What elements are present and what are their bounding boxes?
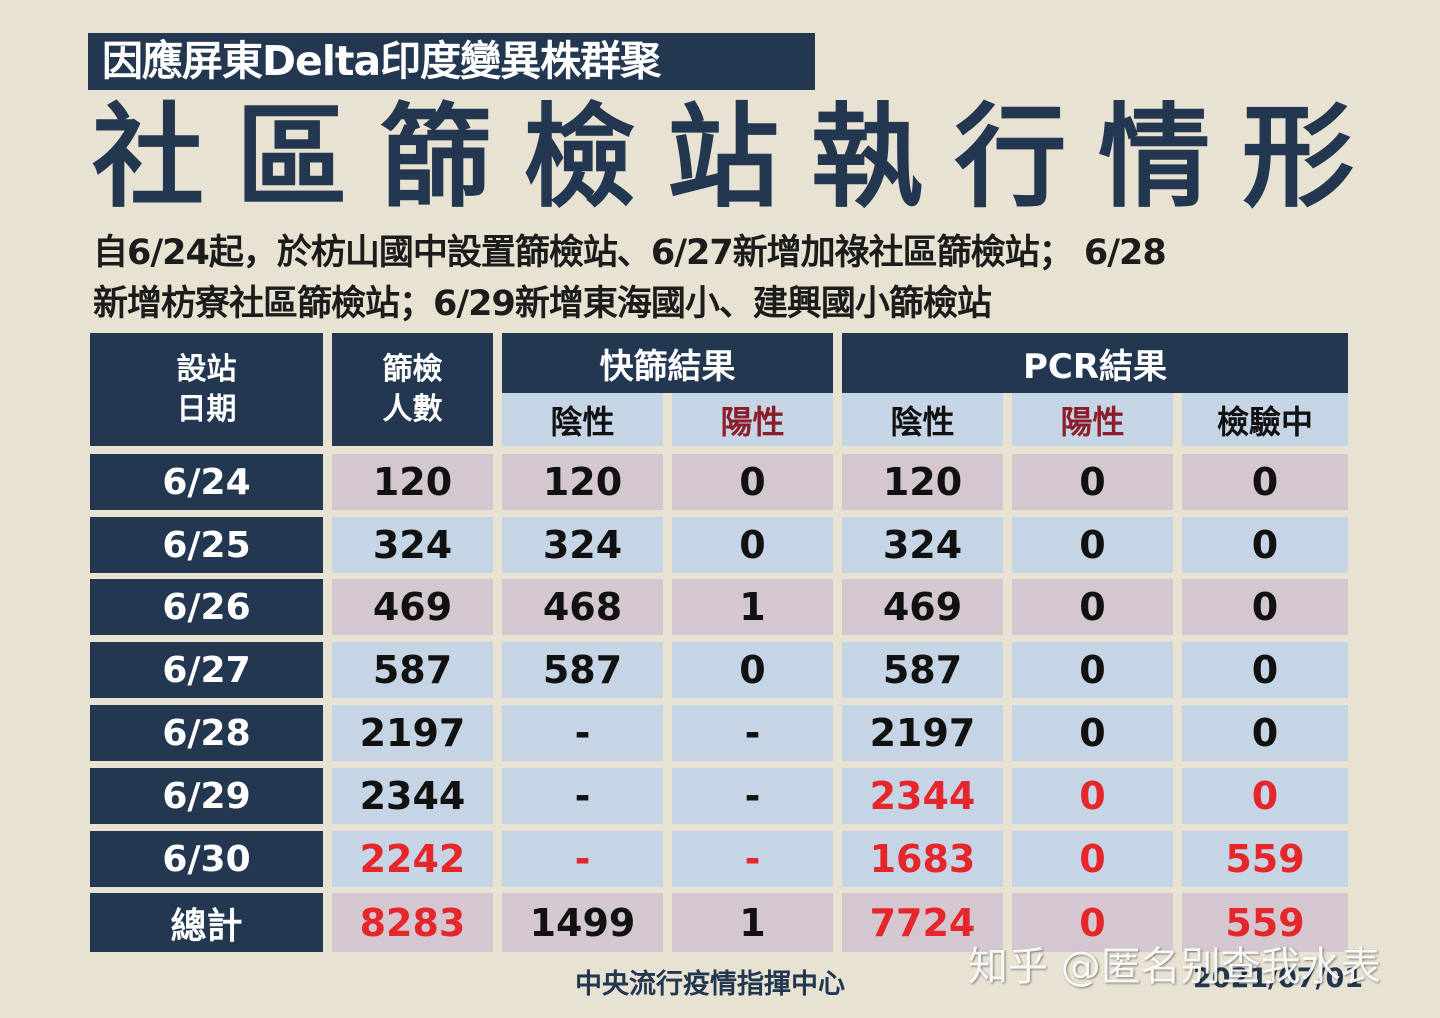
header-screened-line2: 人數 — [382, 391, 443, 427]
header-date: 設站 日期 — [90, 333, 323, 446]
cell-pcr-negative: 2197 — [842, 705, 1003, 761]
subtitle: 因應屏東Delta印度變異株群聚 — [102, 37, 661, 85]
cell-screened: 2242 — [332, 831, 493, 887]
header-date-line2: 日期 — [176, 391, 237, 427]
header-rapid-positive: 陽性 — [672, 393, 833, 446]
cell-screened: 2197 — [332, 705, 493, 761]
title-char: 站 — [667, 93, 779, 223]
header-screened-line1: 篩檢 — [382, 351, 443, 387]
cell-screened: 469 — [332, 579, 493, 635]
header-pcr-negative: 陰性 — [842, 393, 1003, 446]
cell-rapid-negative: - — [502, 705, 663, 761]
title-char: 行 — [954, 93, 1067, 223]
cell-pcr-pending: 0 — [1182, 642, 1348, 698]
title-char: 形 — [1242, 93, 1354, 223]
cell-pcr-pending: 0 — [1182, 579, 1348, 635]
cell-pcr-pending: 0 — [1182, 768, 1348, 824]
description-line-1: 自6/24起，於枋山國中設置篩檢站、6/27新增加祿社區篩檢站； 6/28 — [93, 233, 1167, 273]
date-cell: 6/30 — [90, 831, 323, 887]
cell-pcr-positive: 0 — [1012, 705, 1173, 761]
date-cell: 6/24 — [90, 454, 323, 510]
title-char: 檢 — [523, 93, 636, 223]
cell-rapid-positive: - — [672, 831, 833, 887]
date-cell: 6/25 — [90, 517, 323, 573]
cell-pcr-positive: 0 — [1012, 579, 1173, 635]
cell-pcr-negative: 120 — [842, 454, 1003, 510]
cell-rapid-negative: 587 — [502, 642, 663, 698]
cell-pcr-negative: 587 — [842, 642, 1003, 698]
header-pcr-pending: 檢驗中 — [1182, 393, 1348, 446]
title-char: 篩 — [379, 93, 492, 223]
date-cell: 6/28 — [90, 705, 323, 761]
header-pcr-positive: 陽性 — [1012, 393, 1173, 446]
cell-screened: 587 — [332, 642, 493, 698]
cell-screened: 120 — [332, 454, 493, 510]
cell-rapid-negative: 324 — [502, 517, 663, 573]
footer-date: 2021/07/01 — [1193, 963, 1364, 994]
cell-pcr-pending: 559 — [1182, 893, 1348, 952]
header-screened: 篩檢 人數 — [332, 333, 493, 446]
cell-pcr-pending: 559 — [1182, 831, 1348, 887]
page-title: 社 區 篩 檢 站 執 行 情 形 — [92, 98, 1354, 218]
cell-pcr-pending: 0 — [1182, 454, 1348, 510]
date-cell: 6/26 — [90, 579, 323, 635]
cell-pcr-negative: 7724 — [842, 893, 1003, 952]
cell-rapid-positive: 1 — [672, 893, 833, 952]
cell-pcr-positive: 0 — [1012, 517, 1173, 573]
cell-pcr-positive: 0 — [1012, 893, 1173, 952]
cell-screened: 2344 — [332, 768, 493, 824]
cell-rapid-positive: 0 — [672, 517, 833, 573]
header-rapid-group: 快篩結果 — [502, 333, 833, 393]
cell-rapid-positive: 0 — [672, 642, 833, 698]
cell-pcr-positive: 0 — [1012, 768, 1173, 824]
cell-pcr-positive: 0 — [1012, 831, 1173, 887]
watermark: 知乎 @匿名别查我水表 — [968, 944, 1381, 990]
title-char: 社 — [92, 93, 204, 223]
date-cell: 6/29 — [90, 768, 323, 824]
cell-rapid-positive: - — [672, 768, 833, 824]
title-char: 執 — [810, 93, 923, 223]
cell-rapid-negative: 468 — [502, 579, 663, 635]
description-line-2: 新增枋寮社區篩檢站；6/29新增東海國小、建興國小篩檢站 — [93, 284, 992, 324]
header-rapid-negative: 陰性 — [502, 393, 663, 446]
footer-organization: 中央流行疫情指揮中心 — [575, 969, 845, 1000]
cell-pcr-negative: 324 — [842, 517, 1003, 573]
cell-rapid-negative: 1499 — [502, 893, 663, 952]
header-pcr-group: PCR結果 — [842, 333, 1348, 393]
cell-rapid-positive: 0 — [672, 454, 833, 510]
title-char: 區 — [235, 93, 348, 223]
cell-pcr-positive: 0 — [1012, 642, 1173, 698]
cell-pcr-positive: 0 — [1012, 454, 1173, 510]
subtitle-banner — [88, 33, 815, 90]
cell-pcr-negative: 1683 — [842, 831, 1003, 887]
cell-pcr-pending: 0 — [1182, 517, 1348, 573]
total-label: 總計 — [90, 893, 323, 952]
cell-pcr-negative: 469 — [842, 579, 1003, 635]
cell-rapid-negative: 120 — [502, 454, 663, 510]
title-char: 情 — [1098, 93, 1211, 223]
cell-screened: 324 — [332, 517, 493, 573]
cell-rapid-negative: - — [502, 831, 663, 887]
cell-pcr-pending: 0 — [1182, 705, 1348, 761]
date-cell: 6/27 — [90, 642, 323, 698]
cell-rapid-positive: - — [672, 705, 833, 761]
cell-rapid-negative: - — [502, 768, 663, 824]
header-date-line1: 設站 — [176, 351, 237, 387]
cell-pcr-negative: 2344 — [842, 768, 1003, 824]
cell-screened: 8283 — [332, 893, 493, 952]
cell-rapid-positive: 1 — [672, 579, 833, 635]
